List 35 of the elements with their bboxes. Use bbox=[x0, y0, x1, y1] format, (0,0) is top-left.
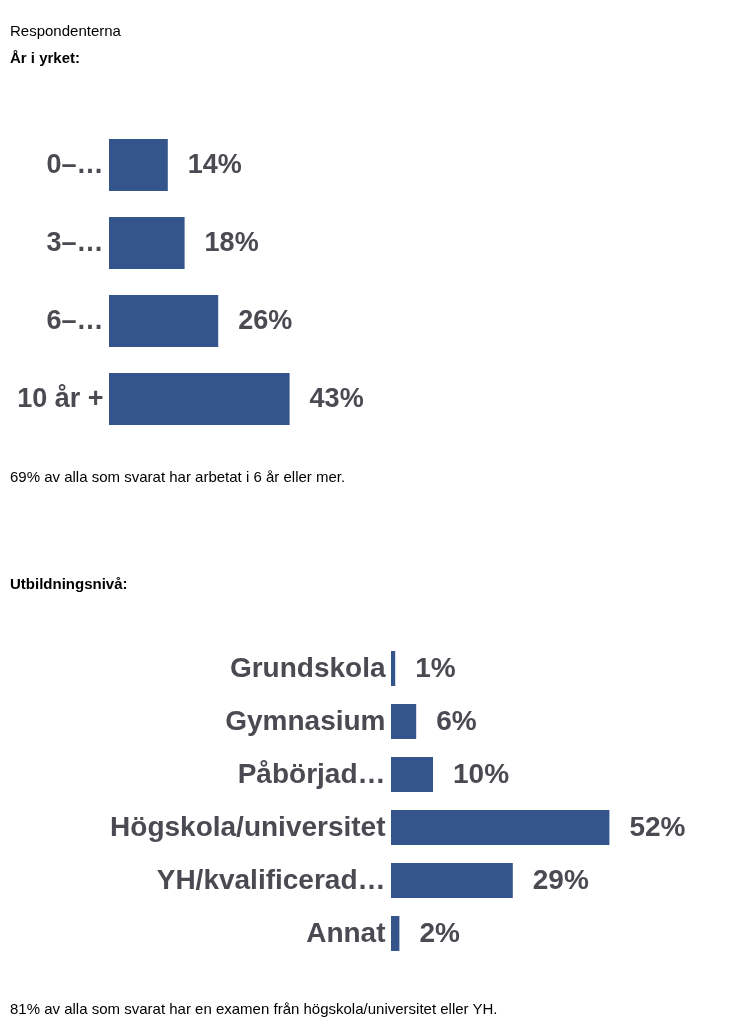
y-tick-label: 3–… bbox=[46, 227, 104, 257]
y-tick-label: Påbörjad… bbox=[237, 757, 386, 789]
y-tick-label: YH/kvalificerad… bbox=[156, 863, 386, 895]
y-tick-label: Grundskola bbox=[229, 651, 386, 683]
bar bbox=[109, 373, 290, 425]
bar bbox=[391, 704, 417, 739]
bar bbox=[391, 651, 396, 686]
data-label: 6% bbox=[436, 704, 477, 736]
data-label: 43% bbox=[309, 383, 364, 413]
y-tick-label: Annat bbox=[306, 916, 386, 948]
data-label: 26% bbox=[238, 305, 293, 335]
text: 69% av alla som svarat har arbetat i 6 år eller mer. bbox=[9, 468, 347, 485]
chart-subtitle: År i yrket: bbox=[9, 49, 82, 66]
bar bbox=[391, 757, 433, 792]
text: Utbildningsnivå: bbox=[9, 575, 129, 592]
bar bbox=[109, 139, 168, 191]
data-label: 18% bbox=[204, 227, 259, 257]
data-label: 52% bbox=[629, 810, 686, 842]
data-label: 14% bbox=[187, 149, 242, 179]
bar bbox=[109, 295, 219, 347]
bar bbox=[391, 810, 610, 845]
y-tick-label: Gymnasium bbox=[225, 704, 386, 736]
data-label: 1% bbox=[415, 651, 456, 683]
data-label: 2% bbox=[419, 916, 460, 948]
bar bbox=[391, 916, 400, 951]
data-label: 29% bbox=[532, 863, 589, 895]
chart-title: Respondenterna bbox=[9, 22, 122, 39]
bar bbox=[391, 863, 513, 898]
y-tick-label: 6–… bbox=[46, 305, 104, 335]
y-tick-label: 0–… bbox=[46, 149, 104, 179]
data-label: 10% bbox=[453, 757, 510, 789]
y-tick-label: Högskola/universitet bbox=[110, 810, 386, 842]
y-tick-label: 10 år + bbox=[17, 383, 104, 413]
bar bbox=[109, 217, 185, 269]
text: 81% av alla som svarat har en examen från högskola/universitet eller YH. bbox=[9, 1000, 499, 1017]
